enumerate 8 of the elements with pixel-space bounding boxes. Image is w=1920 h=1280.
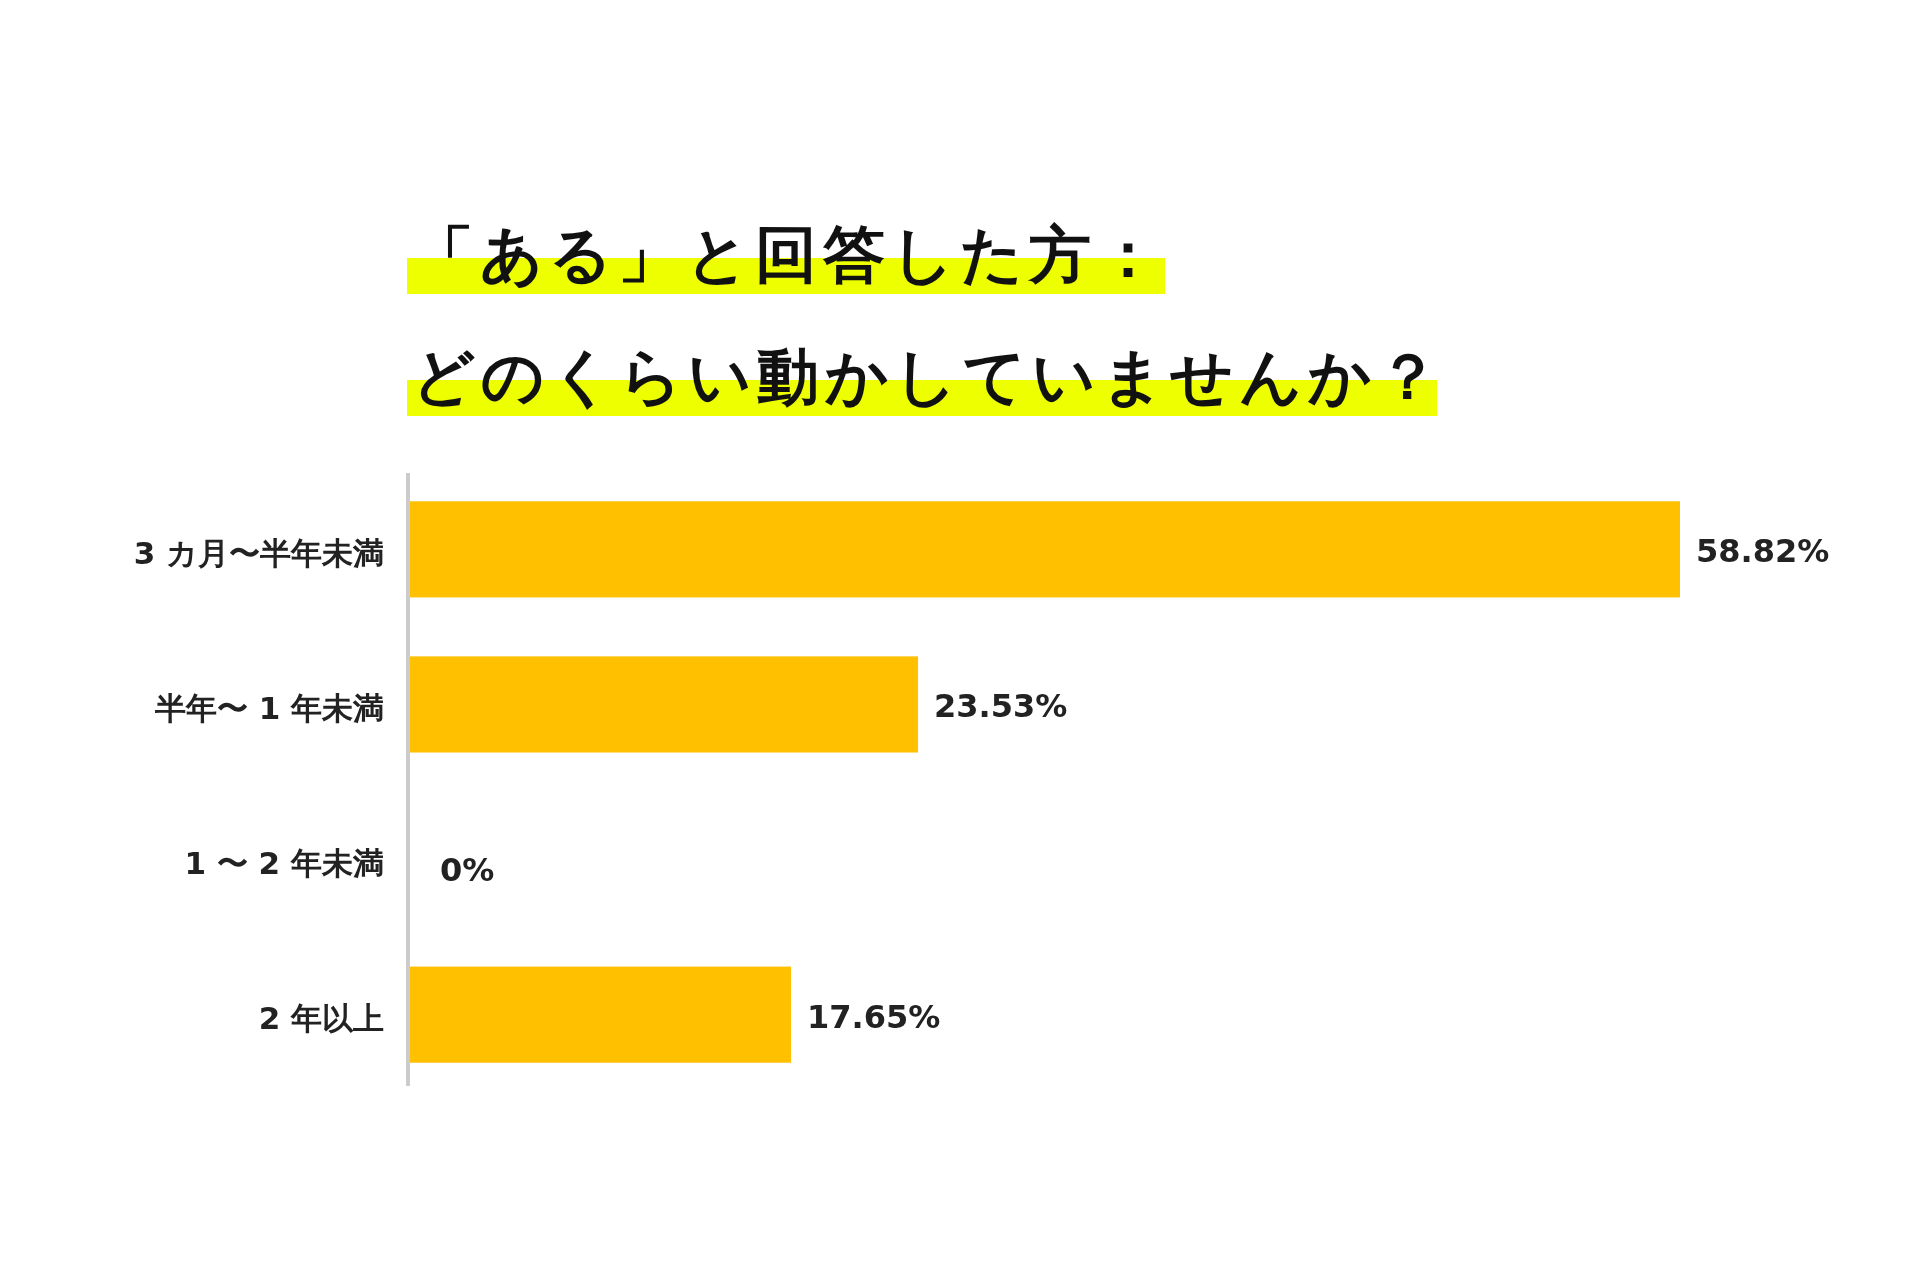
y-tick-label: 3 カ月〜半年未満 — [133, 534, 384, 571]
y-tick-label: 2 年以上 — [258, 1000, 384, 1037]
data-label: 0% — [440, 850, 495, 889]
data-label: 23.53% — [934, 687, 1068, 726]
data-label: 17.65% — [807, 997, 941, 1036]
y-tick-label: 1 〜 2 年未満 — [184, 845, 384, 882]
y-tick-label: 半年〜 1 年未満 — [153, 689, 384, 726]
data-label: 58.82% — [1696, 532, 1830, 571]
